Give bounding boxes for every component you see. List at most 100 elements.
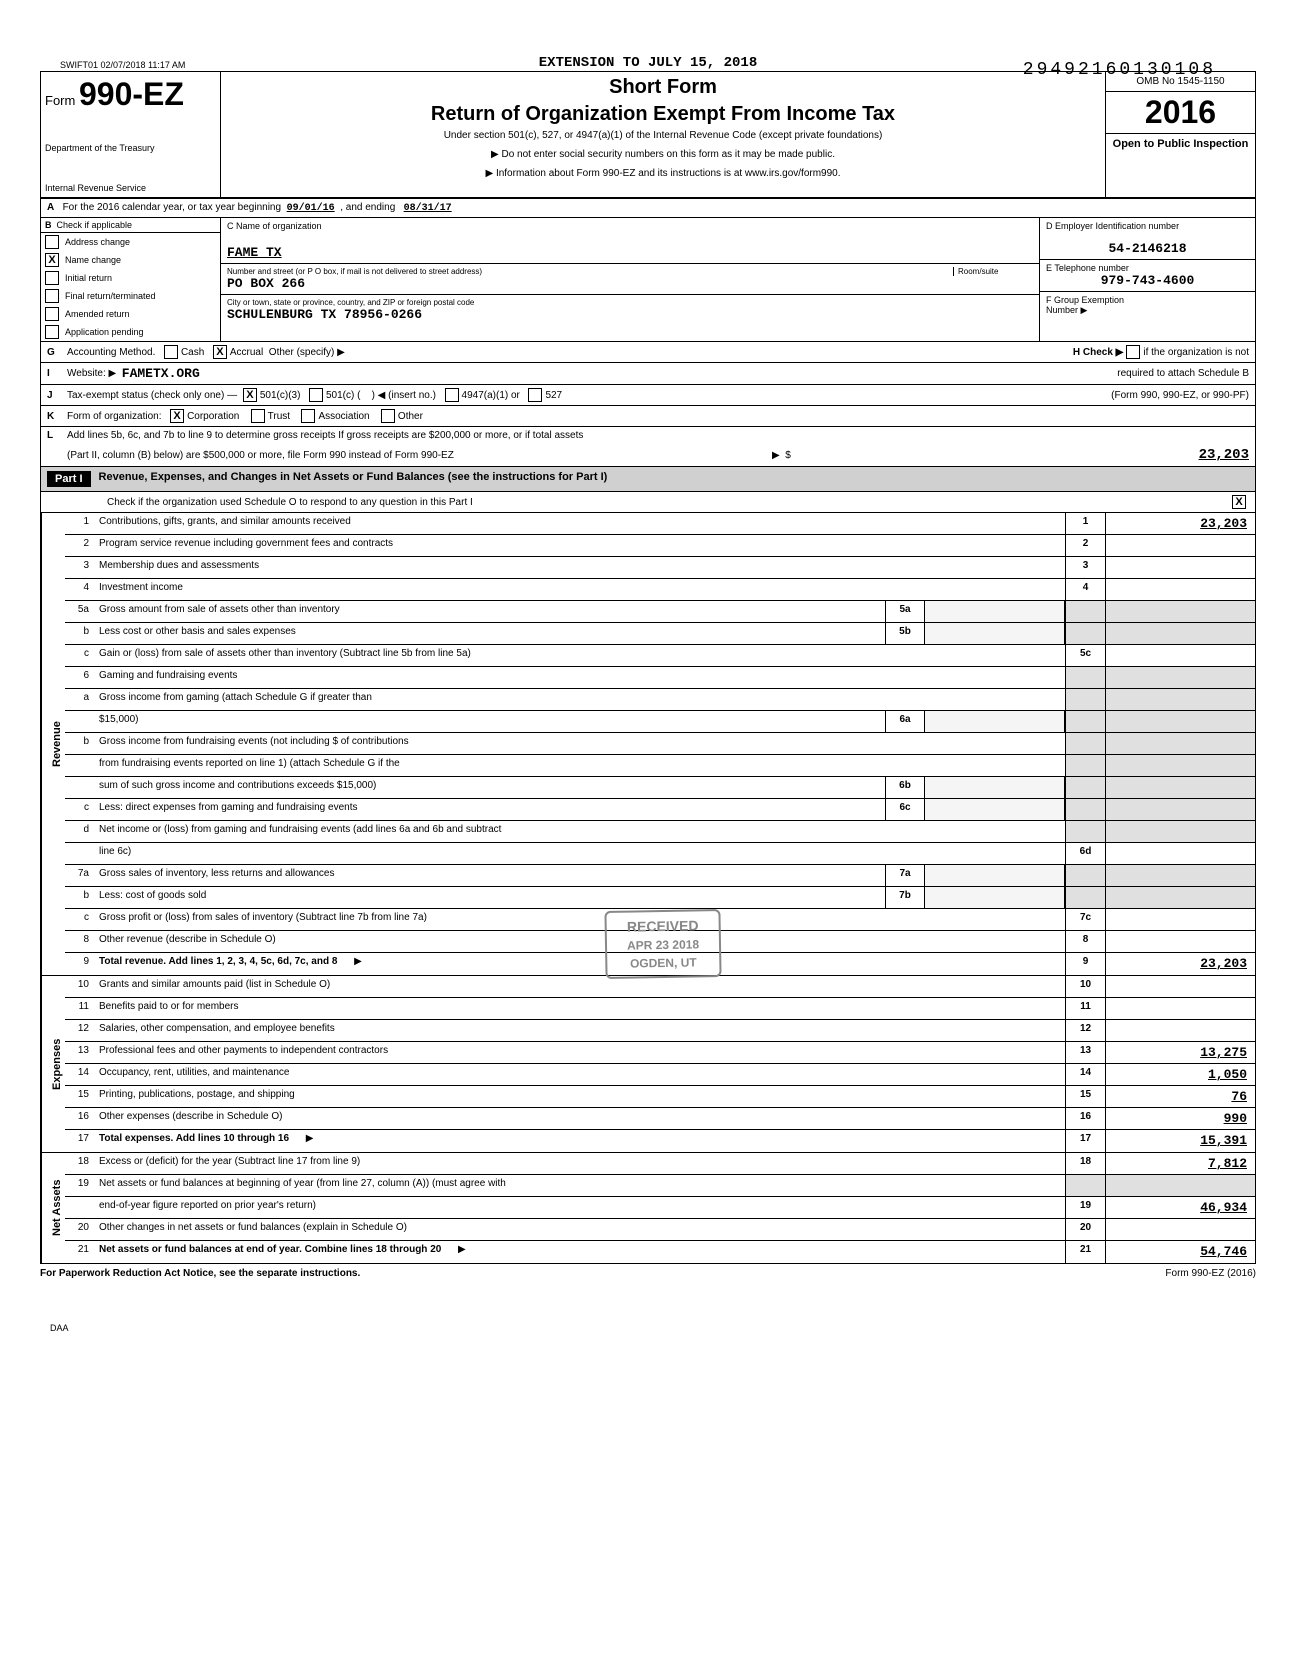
amount-value: [1105, 1020, 1255, 1041]
arrow-line-1: ▶ Do not enter social security numbers o…: [225, 149, 1101, 160]
form-left-box: Form 990-EZ Department of the Treasury I…: [41, 72, 221, 197]
line-description: Net assets or fund balances at beginning…: [95, 1175, 1065, 1196]
row-k: K Form of organization: XCorporation Tru…: [40, 406, 1256, 427]
line-description: Total expenses. Add lines 10 through 16 …: [95, 1130, 1065, 1152]
mid-line-num: 5a: [885, 601, 925, 622]
checkbox-assoc[interactable]: [301, 409, 315, 423]
chk-application-pending[interactable]: Application pending: [41, 323, 220, 341]
line-number: 19: [65, 1175, 95, 1196]
line-number: c: [65, 645, 95, 666]
checkbox-cash[interactable]: [164, 345, 178, 359]
checkbox-icon[interactable]: [45, 271, 59, 285]
right-num-blank: [1065, 667, 1105, 688]
amount-value: [1105, 843, 1255, 864]
right-line-num: 8: [1065, 931, 1105, 952]
line-number: [65, 843, 95, 864]
chk-address-change[interactable]: Address change: [41, 233, 220, 251]
mid-line-val: [925, 601, 1065, 622]
line-description: Other revenue (describe in Schedule O): [95, 931, 1065, 952]
amount-gray: [1105, 711, 1255, 732]
amount-gray: [1105, 865, 1255, 886]
line-description: Net assets or fund balances at end of ye…: [95, 1241, 1065, 1263]
paperwork-notice: For Paperwork Reduction Act Notice, see …: [40, 1268, 360, 1279]
form-right-box: OMB No 1545-1150 2016 Open to Public Ins…: [1105, 72, 1255, 197]
checkbox-icon[interactable]: [45, 235, 59, 249]
line-description: Investment income: [95, 579, 1065, 600]
right-line-num: 7c: [1065, 909, 1105, 930]
right-num-blank: [1065, 821, 1105, 842]
short-form-title: Short Form: [225, 76, 1101, 99]
checkbox-accrual[interactable]: X: [213, 345, 227, 359]
table-row: 21Net assets or fund balances at end of …: [65, 1241, 1255, 1263]
checkbox-icon[interactable]: [45, 289, 59, 303]
table-row: 1Contributions, gifts, grants, and simil…: [65, 513, 1255, 535]
line-description: Net income or (loss) from gaming and fun…: [95, 821, 1065, 842]
document-number: 29492160130108: [1023, 60, 1216, 80]
table-row: 17Total expenses. Add lines 10 through 1…: [65, 1130, 1255, 1152]
line-description: Professional fees and other payments to …: [95, 1042, 1065, 1063]
chk-initial-return[interactable]: Initial return: [41, 269, 220, 287]
table-row: line 6c)6d: [65, 843, 1255, 865]
line-description: sum of such gross income and contributio…: [95, 777, 885, 798]
right-line-num: 9: [1065, 953, 1105, 975]
line-number: 6: [65, 667, 95, 688]
line-description: Other expenses (describe in Schedule O): [95, 1108, 1065, 1129]
checkbox-icon[interactable]: [45, 307, 59, 321]
checkbox-icon[interactable]: X: [45, 253, 59, 267]
chk-final-return[interactable]: Final return/terminated: [41, 287, 220, 305]
checkbox-h[interactable]: [1126, 345, 1140, 359]
line-number: 13: [65, 1042, 95, 1063]
chk-amended-return[interactable]: Amended return: [41, 305, 220, 323]
checkbox-501c[interactable]: [309, 388, 323, 402]
checkbox-icon[interactable]: [45, 325, 59, 339]
table-row: cLess: direct expenses from gaming and f…: [65, 799, 1255, 821]
amount-blank: [1105, 1175, 1255, 1196]
line-number: 14: [65, 1064, 95, 1085]
right-num-gray: [1065, 887, 1105, 908]
line-number: [65, 711, 95, 732]
tax-year-begin: 09/01/16: [287, 203, 335, 214]
form-footer-id: Form 990-EZ (2016): [1165, 1268, 1256, 1279]
addr-label: Number and street (or P O box, if mail i…: [227, 267, 953, 276]
line-description: Gaming and fundraising events: [95, 667, 1065, 688]
amount-value: 54,746: [1105, 1241, 1255, 1263]
amount-value: 76: [1105, 1086, 1255, 1107]
line-number: [65, 755, 95, 776]
checkbox-trust[interactable]: [251, 409, 265, 423]
group-exempt-label: F Group Exemption: [1046, 295, 1249, 305]
checkbox-other[interactable]: [381, 409, 395, 423]
right-line-num: 17: [1065, 1130, 1105, 1152]
amount-value: [1105, 535, 1255, 556]
line-description: line 6c): [95, 843, 1065, 864]
tel-label: E Telephone number: [1046, 263, 1249, 273]
row-g: G Accounting Method. Cash XAccrual Other…: [40, 342, 1256, 363]
checkbox-corp[interactable]: X: [170, 409, 184, 423]
right-num-blank: [1065, 689, 1105, 710]
mid-line-num: 6c: [885, 799, 925, 820]
amount-value: [1105, 1219, 1255, 1240]
amount-gray: [1105, 799, 1255, 820]
line-number: 10: [65, 976, 95, 997]
checkbox-schedule-o[interactable]: X: [1232, 495, 1246, 509]
chk-name-change[interactable]: XName change: [41, 251, 220, 269]
line-description: $15,000): [95, 711, 885, 732]
amount-gray: [1105, 601, 1255, 622]
line-l-amount: 23,203: [1109, 447, 1249, 463]
section-bcd: B Check if applicable Address change XNa…: [40, 218, 1256, 342]
amount-blank: [1105, 689, 1255, 710]
form-prefix: Form: [45, 93, 75, 108]
checkbox-4947[interactable]: [445, 388, 459, 402]
line-description: Less cost or other basis and sales expen…: [95, 623, 885, 644]
line-description: Salaries, other compensation, and employ…: [95, 1020, 1065, 1041]
mid-line-val: [925, 865, 1065, 886]
checkbox-501c3[interactable]: X: [243, 388, 257, 402]
line-number: b: [65, 623, 95, 644]
group-number-label: Number ▶: [1046, 305, 1249, 316]
form-990ez: 990-EZ: [79, 76, 184, 112]
return-title: Return of Organization Exempt From Incom…: [225, 103, 1101, 126]
right-num-gray: [1065, 623, 1105, 644]
checkbox-527[interactable]: [528, 388, 542, 402]
amount-blank: [1105, 755, 1255, 776]
line-number: 2: [65, 535, 95, 556]
amount-value: [1105, 931, 1255, 952]
